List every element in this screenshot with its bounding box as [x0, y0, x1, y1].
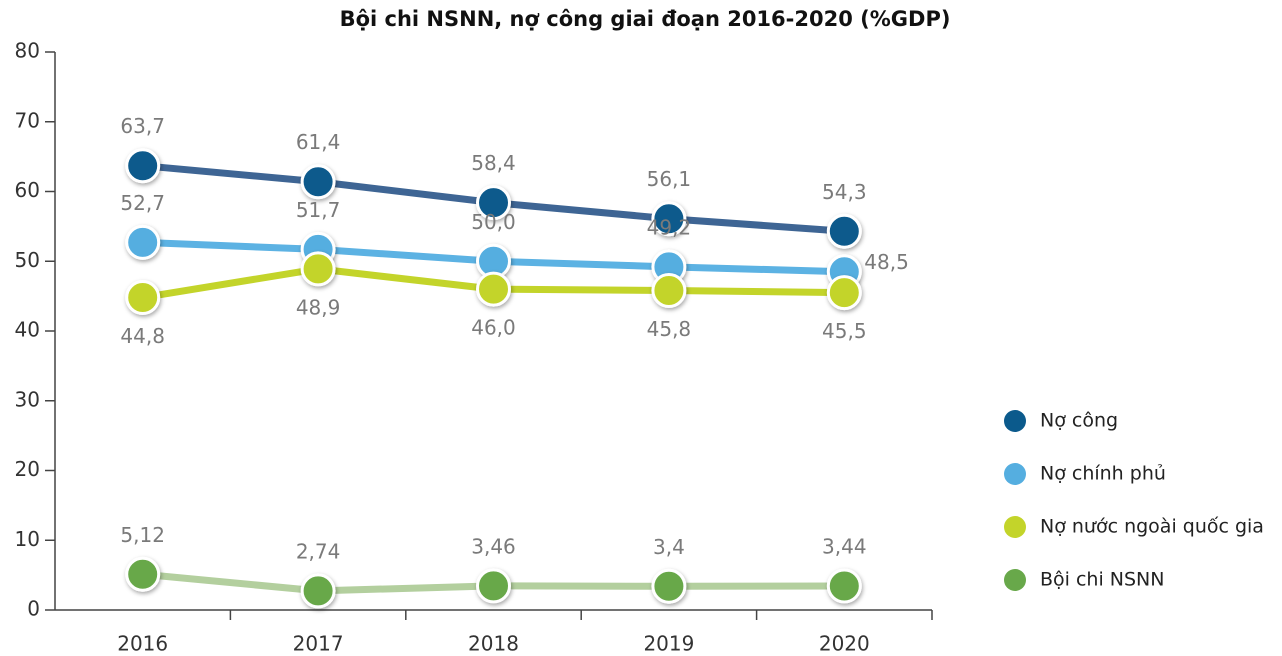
y-tick-label: 80 — [15, 39, 40, 63]
point — [476, 271, 511, 307]
y-tick-label: 70 — [15, 108, 40, 132]
data-label: 56,1 — [647, 167, 692, 191]
point — [125, 280, 161, 316]
data-label: 44,8 — [120, 324, 165, 348]
data-label: 45,8 — [647, 317, 692, 341]
data-label: 48,5 — [864, 250, 909, 274]
point — [651, 273, 687, 309]
data-label: 48,9 — [296, 295, 341, 319]
data-label: 2,74 — [296, 539, 341, 563]
y-tick-label: 30 — [15, 387, 40, 411]
legend-marker — [1004, 516, 1026, 538]
chart-title: Bội chi NSNN, nợ công giai đoạn 2016-202… — [340, 7, 951, 31]
x-tick-label: 2016 — [117, 632, 168, 656]
data-label: 51,7 — [296, 198, 341, 222]
x-tick-label: 2020 — [819, 632, 870, 656]
y-tick-label: 50 — [15, 248, 40, 272]
data-label: 63,7 — [120, 114, 165, 138]
data-label: 52,7 — [120, 191, 165, 215]
data-label: 3,4 — [653, 535, 685, 559]
x-tick-label: 2019 — [643, 632, 694, 656]
point — [651, 568, 687, 604]
data-label: 3,46 — [471, 534, 516, 558]
y-tick-label: 20 — [15, 457, 40, 481]
point — [300, 251, 336, 287]
point — [476, 568, 511, 604]
legend-marker — [1004, 463, 1026, 485]
point — [826, 568, 862, 604]
y-tick-label: 0 — [27, 597, 40, 621]
legend-label: Nợ công — [1040, 410, 1118, 432]
legend-marker — [1004, 569, 1026, 591]
y-tick-label: 40 — [15, 318, 40, 342]
data-label: 3,44 — [822, 535, 867, 559]
data-label: 49,2 — [647, 215, 692, 239]
point — [476, 185, 511, 221]
data-label: 54,3 — [822, 180, 867, 204]
legend-marker — [1004, 410, 1026, 432]
x-tick-label: 2018 — [468, 632, 519, 656]
point — [125, 556, 161, 592]
point — [826, 275, 862, 311]
y-tick-label: 60 — [15, 178, 40, 202]
data-label: 45,5 — [822, 319, 867, 343]
point — [300, 573, 336, 609]
legend-label: Nợ nước ngoài quốc gia — [1040, 516, 1264, 538]
data-label: 58,4 — [471, 151, 516, 175]
data-label: 61,4 — [296, 130, 341, 154]
legend-label: Bội chi NSNN — [1040, 569, 1164, 591]
data-label: 50,0 — [471, 210, 516, 234]
point — [826, 213, 862, 249]
x-tick-label: 2017 — [293, 632, 344, 656]
point — [300, 164, 336, 200]
point — [125, 148, 161, 184]
y-tick-label: 10 — [15, 527, 40, 551]
point — [651, 201, 687, 237]
legend-label: Nợ chính phủ — [1040, 463, 1166, 485]
data-label: 46,0 — [471, 316, 516, 340]
point — [125, 224, 161, 260]
data-label: 5,12 — [120, 523, 165, 547]
